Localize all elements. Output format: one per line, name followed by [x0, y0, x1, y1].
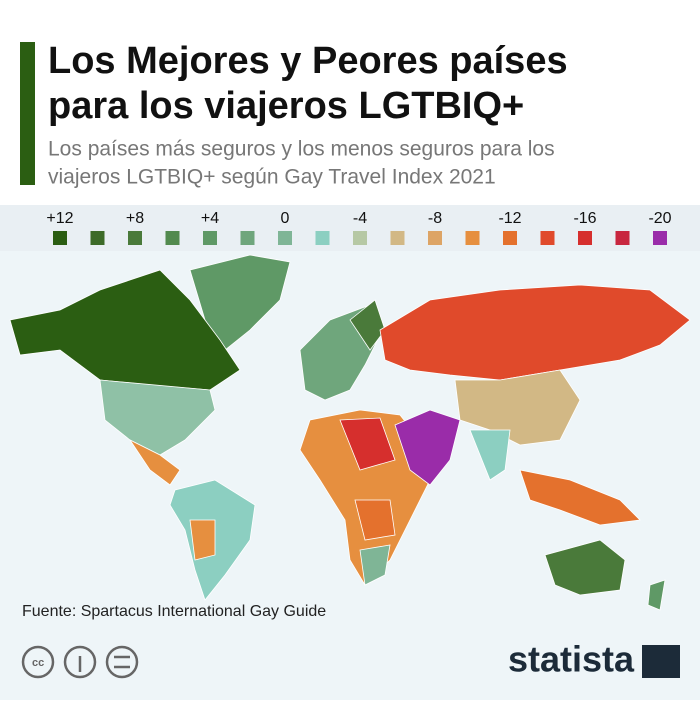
subtitle-line: viajeros LGTBIQ+ según Gay Travel Index …	[48, 166, 496, 189]
legend-swatch	[53, 231, 67, 245]
legend-label: -8	[428, 210, 442, 227]
legend-label: +12	[46, 210, 73, 227]
legend-label: -20	[648, 210, 671, 227]
legend-swatch	[203, 231, 217, 245]
legend-swatch	[278, 231, 292, 245]
cc-mark: cc	[32, 657, 44, 669]
title-bar	[20, 42, 35, 185]
legend-label: +4	[201, 210, 219, 227]
source: Fuente: Spartacus International Gay Guid…	[22, 603, 326, 620]
logo-mark	[642, 645, 680, 678]
license-icons	[21, 645, 139, 679]
legend-swatch	[390, 231, 405, 245]
title-line: para los viajeros LGTBIQ+	[48, 85, 524, 127]
legend-swatch	[503, 231, 517, 245]
legend-swatch	[353, 231, 367, 245]
legend-swatch	[90, 231, 105, 245]
legend-swatch	[240, 231, 255, 245]
legend-label: -4	[353, 210, 367, 227]
legend-swatch	[315, 231, 330, 245]
legend: +12 +8 +4 0 -4 -8 -12 -16 -20	[46, 210, 672, 245]
legend-swatch	[653, 231, 667, 245]
legend-swatch	[165, 231, 180, 245]
legend-swatch	[128, 231, 142, 245]
logo: statista	[508, 639, 635, 680]
legend-label: -16	[573, 210, 596, 227]
legend-label: +8	[126, 210, 144, 227]
subtitle-line: Los países más seguros y los menos segur…	[48, 138, 555, 161]
legend-swatch	[428, 231, 442, 245]
legend-label: 0	[281, 210, 290, 227]
legend-label: -12	[498, 210, 521, 227]
legend-swatch	[465, 231, 480, 245]
legend-swatch	[578, 231, 592, 245]
legend-swatch	[540, 231, 555, 245]
legend-swatch	[615, 231, 630, 245]
map	[9, 254, 691, 611]
title-line: Los Mejores y Peores países	[48, 40, 568, 82]
